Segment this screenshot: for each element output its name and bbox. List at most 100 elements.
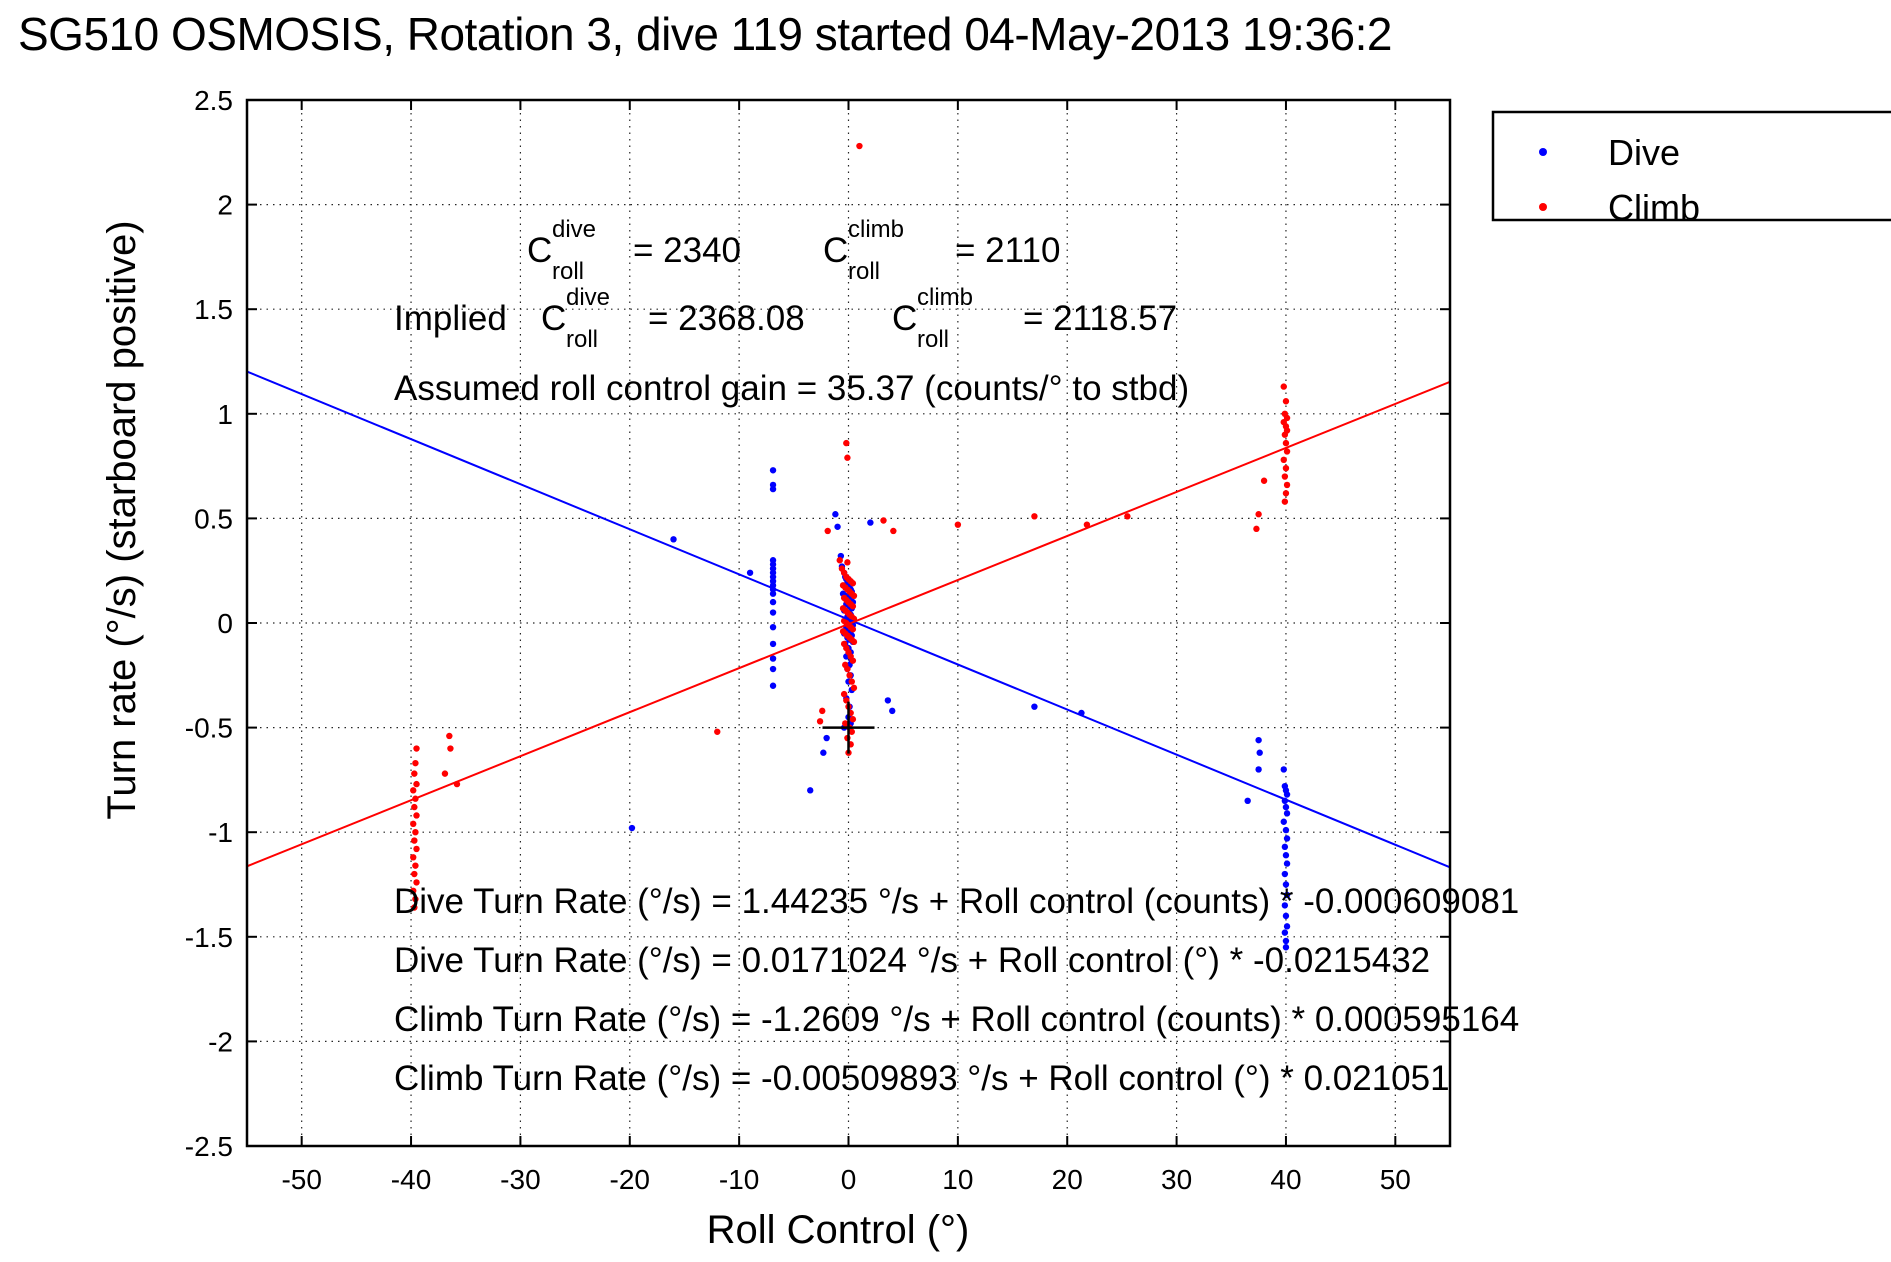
implied-climb-symbol: C <box>892 299 917 338</box>
data-point <box>411 837 418 844</box>
data-point <box>769 665 777 673</box>
equation-climb-degrees: Climb Turn Rate (°/s) = -0.00509893 °/s … <box>394 1059 1450 1098</box>
legend-box <box>1491 110 1891 222</box>
equation-dive-counts: Dive Turn Rate (°/s) = 1.44235 °/s + Rol… <box>394 882 1519 921</box>
implied-dive-subscript: roll <box>566 326 598 353</box>
data-point <box>840 690 848 698</box>
data-point <box>1283 448 1291 455</box>
x-tick-label: -10 <box>719 1164 759 1195</box>
data-point <box>769 485 777 493</box>
data-point <box>1244 797 1251 805</box>
data-point <box>1282 490 1290 497</box>
data-point <box>836 557 843 564</box>
data-point <box>1281 498 1289 505</box>
data-point <box>867 519 874 526</box>
data-point <box>844 665 851 673</box>
data-point <box>410 820 417 828</box>
data-point <box>410 887 417 894</box>
data-point <box>446 732 453 740</box>
croll-dive-subscript: roll <box>552 258 584 285</box>
implied-climb-subscript: roll <box>917 326 949 353</box>
data-point <box>1255 766 1262 773</box>
data-point <box>1031 513 1038 520</box>
data-point <box>832 511 839 518</box>
data-point <box>670 536 677 543</box>
equation-climb-counts: Climb Turn Rate (°/s) = -1.2609 °/s + Ro… <box>394 1000 1519 1039</box>
y-tick-label: 0 <box>217 608 233 639</box>
data-point <box>819 707 826 715</box>
data-point <box>849 603 857 610</box>
annotation-implied-croll-line: Implied C roll dive = 2368.08 C roll cli… <box>394 284 1177 353</box>
data-point <box>1282 937 1290 945</box>
data-point <box>824 527 831 535</box>
legend-marker-dive <box>1539 148 1547 156</box>
data-point <box>850 684 858 692</box>
y-tick-label: 1.5 <box>194 294 233 325</box>
data-point <box>746 569 754 576</box>
data-point <box>884 697 892 704</box>
data-point <box>1282 803 1290 811</box>
data-point <box>412 862 419 869</box>
dive-fit-line <box>246 370 1451 869</box>
data-point <box>1280 766 1287 773</box>
data-point <box>1283 791 1291 798</box>
axis-ticks <box>247 99 1450 1147</box>
implied-dive-superscript: dive <box>566 284 610 311</box>
data-point <box>1283 891 1291 899</box>
data-point <box>820 749 827 756</box>
data-point <box>1281 870 1289 878</box>
data-point <box>412 829 419 836</box>
data-point <box>844 454 851 461</box>
y-tick-label: -1.5 <box>185 922 233 953</box>
data-point <box>1281 929 1289 936</box>
data-point <box>412 895 419 903</box>
croll-climb-value: = 2110 <box>955 231 1060 270</box>
data-point <box>850 592 858 600</box>
data-point <box>954 521 962 528</box>
y-tick-label: -2 <box>208 1026 233 1057</box>
croll-climb-superscript: climb <box>848 216 904 243</box>
data-point <box>1281 431 1289 438</box>
y-tick-label: -0.5 <box>185 713 233 744</box>
data-point <box>769 655 777 662</box>
y-axis-title: Turn rate (°/s) (starboard positive) <box>100 220 144 819</box>
y-tick-label: -2.5 <box>185 1131 233 1162</box>
data-point <box>846 672 853 679</box>
data-point <box>410 854 417 861</box>
implied-climb-superscript: climb <box>917 284 973 311</box>
x-tick-labels: -50 -40 -30 -20 -10 0 10 20 30 40 50 <box>281 1164 1410 1195</box>
data-point <box>1253 525 1260 533</box>
legend-label-climb: Climb <box>1608 187 1700 228</box>
equation-dive-degrees: Dive Turn Rate (°/s) = 0.0171024 °/s + R… <box>394 941 1430 980</box>
data-point <box>769 467 777 474</box>
x-tick-label: -30 <box>500 1164 540 1195</box>
data-point <box>410 787 417 794</box>
annotation-croll-line: C roll dive = 2340 C roll climb = 2110 <box>527 216 1060 285</box>
x-tick-label: 30 <box>1161 1164 1192 1195</box>
data-point <box>1282 464 1290 472</box>
data-point <box>1283 810 1291 817</box>
data-point <box>1283 860 1291 867</box>
data-point <box>769 598 777 606</box>
croll-dive-value: = 2340 <box>633 231 741 270</box>
cursor-crosshair <box>822 701 875 754</box>
y-tick-label: -1 <box>208 817 233 848</box>
data-point <box>769 609 777 616</box>
data-point <box>844 559 851 566</box>
data-point <box>843 439 850 447</box>
implied-dive-value: = 2368.08 <box>648 299 805 338</box>
data-point <box>849 657 857 664</box>
data-point <box>850 638 858 646</box>
data-point <box>411 904 418 911</box>
data-point <box>889 707 896 715</box>
data-point <box>856 142 863 150</box>
data-point <box>1283 923 1291 930</box>
implied-prefix: Implied <box>394 299 507 338</box>
data-point <box>1031 703 1038 710</box>
data-point <box>1281 902 1289 909</box>
figure-title: SG510 OSMOSIS, Rotation 3, dive 119 star… <box>18 8 1393 60</box>
annotation-roll-control-gain: Assumed roll control gain = 35.37 (count… <box>394 369 1189 408</box>
data-point <box>1124 513 1131 520</box>
data-point <box>411 770 418 777</box>
